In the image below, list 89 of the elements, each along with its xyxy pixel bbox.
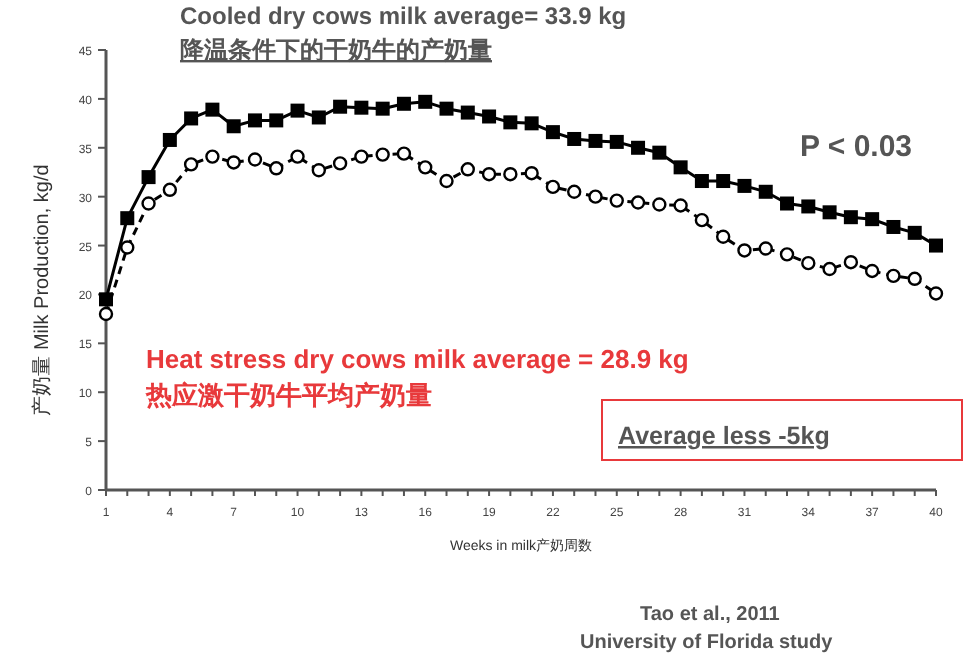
point xyxy=(184,111,199,126)
point xyxy=(588,189,603,204)
point xyxy=(609,193,624,208)
point xyxy=(141,196,156,211)
point xyxy=(567,131,582,146)
annotation: Heat stress dry cows milk average = 28.9 kg xyxy=(146,344,689,374)
point xyxy=(333,99,348,114)
annotation: 热应激干奶牛平均产奶量 xyxy=(144,380,432,410)
point xyxy=(588,133,603,148)
point xyxy=(120,240,135,255)
point xyxy=(886,219,901,234)
point xyxy=(652,145,667,160)
point xyxy=(120,211,135,226)
point xyxy=(396,146,412,161)
point xyxy=(737,178,752,193)
point xyxy=(758,184,773,199)
text: Tao et al., 2011 xyxy=(640,604,781,626)
annotation: P < 0.03 xyxy=(800,130,913,164)
point xyxy=(460,105,475,120)
point xyxy=(205,102,220,117)
point xyxy=(332,156,348,171)
point xyxy=(226,119,241,134)
point xyxy=(98,306,114,322)
point xyxy=(141,170,156,185)
point xyxy=(715,229,731,244)
point xyxy=(482,109,497,124)
point xyxy=(779,247,795,262)
point xyxy=(396,96,411,111)
point xyxy=(354,100,369,115)
point xyxy=(183,157,199,172)
point xyxy=(843,210,858,225)
point xyxy=(630,195,646,210)
point xyxy=(929,238,943,253)
point xyxy=(822,205,837,220)
point xyxy=(865,212,880,227)
point xyxy=(311,163,327,178)
point xyxy=(269,161,284,176)
point xyxy=(524,166,539,181)
point xyxy=(524,116,539,131)
point xyxy=(545,179,561,195)
point xyxy=(843,254,859,270)
point xyxy=(822,261,837,277)
point xyxy=(354,149,369,164)
point xyxy=(290,149,305,164)
point xyxy=(886,268,901,284)
text: University of Florida study xyxy=(580,632,834,654)
point xyxy=(162,132,177,147)
point xyxy=(673,160,688,175)
point xyxy=(928,286,944,301)
point xyxy=(460,162,475,177)
point xyxy=(290,103,305,118)
point xyxy=(545,125,560,140)
annotation: Average less -5kg xyxy=(618,422,830,450)
point xyxy=(247,113,262,128)
point xyxy=(737,243,752,258)
point xyxy=(503,166,518,182)
point xyxy=(801,255,816,271)
point xyxy=(907,271,922,286)
y-axis-title: 产奶量 Milk Production, kg/d xyxy=(30,164,54,416)
point xyxy=(99,292,113,307)
point xyxy=(907,225,922,240)
point xyxy=(631,140,646,155)
chart-subtitle: 降温条件下的干奶牛的产奶量 xyxy=(180,36,492,64)
point xyxy=(311,110,326,125)
point xyxy=(375,147,390,162)
point xyxy=(439,101,454,116)
point xyxy=(758,241,773,256)
point xyxy=(652,197,667,212)
point xyxy=(205,149,220,164)
point xyxy=(716,174,731,189)
point xyxy=(694,174,709,189)
point xyxy=(162,182,178,198)
point xyxy=(503,115,518,130)
point xyxy=(375,101,390,116)
point xyxy=(247,152,263,167)
point xyxy=(439,173,454,189)
point xyxy=(567,184,582,199)
point xyxy=(418,94,433,109)
point xyxy=(780,196,795,211)
point xyxy=(694,212,710,228)
point xyxy=(269,113,284,128)
point xyxy=(801,199,816,214)
chart-title: Cooled dry cows milk average= 33.9 kg xyxy=(180,2,627,30)
point xyxy=(226,155,241,170)
point xyxy=(481,166,497,182)
point xyxy=(609,134,624,149)
point xyxy=(864,263,880,279)
point xyxy=(673,198,688,213)
point xyxy=(418,160,433,175)
